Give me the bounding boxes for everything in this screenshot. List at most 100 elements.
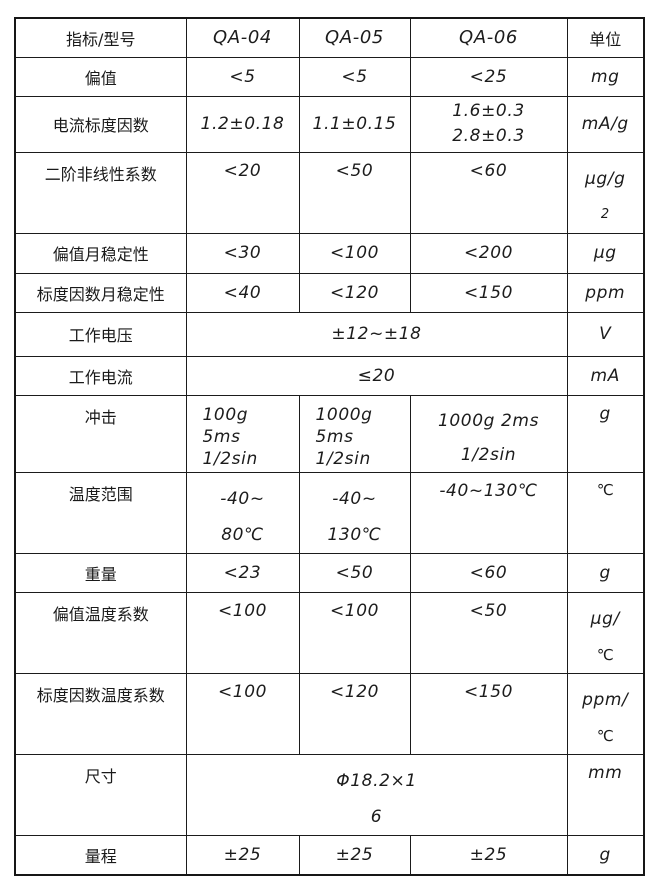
header-model-qa05: QA-05 xyxy=(298,17,411,58)
value-cell: 100g 5ms 1/2sin xyxy=(185,394,300,473)
spec-label-cell: 偏值温度系数 xyxy=(14,591,187,674)
value-cell: ±25 xyxy=(409,834,568,876)
value-cell: 1.1±0.15 xyxy=(298,95,411,153)
value-line: 1.6±0.3 xyxy=(452,101,525,121)
value-line: 6 xyxy=(370,806,383,827)
value-line: 2.8±0.3 xyxy=(452,126,525,146)
merged-value-cell: Φ18.2×1 6 xyxy=(185,753,568,836)
value-cell: 1.6±0.3 2.8±0.3 xyxy=(409,95,568,153)
value-cell: <100 xyxy=(298,591,411,674)
spec-label-cell: 偏值月稳定性 xyxy=(14,232,187,274)
unit-cell: g xyxy=(566,394,645,473)
unit-cell: ℃ xyxy=(566,471,645,554)
unit-cell: μg/ ℃ xyxy=(566,591,645,674)
value-cell: -40~ 130℃ xyxy=(298,471,411,554)
row-operating-current: 工作电流 ≤20 mA xyxy=(14,355,645,396)
value-cell: <150 xyxy=(409,272,568,313)
spec-label-cell: 冲击 xyxy=(14,394,187,473)
value-line: 130℃ xyxy=(327,524,382,545)
unit-line: 2 xyxy=(600,206,610,222)
spec-label-cell: 温度范围 xyxy=(14,471,187,554)
value-line: 1/2sin xyxy=(202,448,258,469)
value-cell: <20 xyxy=(185,151,300,234)
row-bias: 偏值 <5 <5 <25 mg xyxy=(14,56,645,97)
table-header-row: 指标/型号 QA-04 QA-05 QA-06 单位 xyxy=(14,17,645,58)
spec-label-cell: 偏值 xyxy=(14,56,187,97)
spec-label-cell: 电流标度因数 xyxy=(14,95,187,153)
value-line: 1000g xyxy=(315,404,373,425)
value-cell: <150 xyxy=(409,672,568,755)
spec-label-cell: 标度因数月稳定性 xyxy=(14,272,187,313)
value-cell: <40 xyxy=(185,272,300,313)
spec-label-cell: 标度因数温度系数 xyxy=(14,672,187,755)
value-cell: <50 xyxy=(409,591,568,674)
value-cell: <5 xyxy=(298,56,411,97)
row-measurement-range: 量程 ±25 ±25 ±25 g xyxy=(14,834,645,876)
row-current-scale-factor: 电流标度因数 1.2±0.18 1.1±0.15 1.6±0.3 2.8±0.3… xyxy=(14,95,645,153)
row-operating-voltage: 工作电压 ±12~±18 V xyxy=(14,311,645,357)
unit-cell: ppm xyxy=(566,272,645,313)
value-cell: <100 xyxy=(185,591,300,674)
value-cell: <50 xyxy=(298,552,411,593)
row-dimensions: 尺寸 Φ18.2×1 6 mm xyxy=(14,753,645,836)
value-line: 100g xyxy=(202,404,249,425)
row-bias-temperature-coefficient: 偏值温度系数 <100 <100 <50 μg/ ℃ xyxy=(14,591,645,674)
row-weight: 重量 <23 <50 <60 g xyxy=(14,552,645,593)
unit-cell: mA/g xyxy=(566,95,645,153)
value-line: Φ18.2×1 xyxy=(336,770,417,791)
spec-label-cell: 工作电压 xyxy=(14,311,187,357)
unit-cell: μg/g 2 xyxy=(566,151,645,234)
row-temperature-range: 温度范围 -40~ 80℃ -40~ 130℃ -40~130℃ ℃ xyxy=(14,471,645,554)
value-cell: 1000g 2ms 1/2sin xyxy=(409,394,568,473)
row-second-order-nonlinearity: 二阶非线性系数 <20 <50 <60 μg/g 2 xyxy=(14,151,645,234)
merged-value-cell: ±12~±18 xyxy=(185,311,568,357)
value-cell: <23 xyxy=(185,552,300,593)
value-line: -40~ xyxy=(332,488,377,509)
value-cell: <50 xyxy=(298,151,411,234)
value-line: 1000g 2ms xyxy=(437,410,540,431)
value-cell: <25 xyxy=(409,56,568,97)
value-line: 80℃ xyxy=(221,524,264,545)
spec-label-cell: 尺寸 xyxy=(14,753,187,836)
value-line: 5ms xyxy=(202,426,241,447)
value-line: 1/2sin xyxy=(460,444,517,465)
value-cell: <100 xyxy=(185,672,300,755)
unit-cell: mA xyxy=(566,355,645,396)
unit-line: ℃ xyxy=(596,726,614,745)
unit-line: μg/ xyxy=(590,608,620,629)
value-cell: <120 xyxy=(298,272,411,313)
value-cell: <60 xyxy=(409,552,568,593)
value-cell: 1000g 5ms 1/2sin xyxy=(298,394,411,473)
unit-line: ℃ xyxy=(596,645,614,664)
value-cell: -40~130℃ xyxy=(409,471,568,554)
row-bias-monthly-stability: 偏值月稳定性 <30 <100 <200 μg xyxy=(14,232,645,274)
unit-line: μg/g xyxy=(584,168,626,189)
value-line: -40~ xyxy=(220,488,265,509)
unit-cell: mm xyxy=(566,753,645,836)
unit-cell: ppm/ ℃ xyxy=(566,672,645,755)
unit-cell: mg xyxy=(566,56,645,97)
value-cell: -40~ 80℃ xyxy=(185,471,300,554)
row-scale-factor-temperature-coefficient: 标度因数温度系数 <100 <120 <150 ppm/ ℃ xyxy=(14,672,645,755)
value-cell: <5 xyxy=(185,56,300,97)
row-scale-factor-monthly-stability: 标度因数月稳定性 <40 <120 <150 ppm xyxy=(14,272,645,313)
value-cell: 1.2±0.18 xyxy=(185,95,300,153)
row-shock: 冲击 100g 5ms 1/2sin 1000g 5ms 1/2sin 1000… xyxy=(14,394,645,473)
unit-cell: V xyxy=(566,311,645,357)
value-line: 5ms xyxy=(315,426,354,447)
value-cell: <120 xyxy=(298,672,411,755)
spec-label-cell: 重量 xyxy=(14,552,187,593)
value-line: 1/2sin xyxy=(315,448,371,469)
spec-label-cell: 工作电流 xyxy=(14,355,187,396)
header-model-qa06: QA-06 xyxy=(409,17,568,58)
value-cell: <200 xyxy=(409,232,568,274)
unit-cell: g xyxy=(566,552,645,593)
spec-label-cell: 二阶非线性系数 xyxy=(14,151,187,234)
unit-cell: g xyxy=(566,834,645,876)
unit-line: ppm/ xyxy=(582,689,629,710)
spec-table: 指标/型号 QA-04 QA-05 QA-06 单位 偏值 <5 <5 <25 … xyxy=(14,17,645,876)
value-cell: <60 xyxy=(409,151,568,234)
value-cell: ±25 xyxy=(185,834,300,876)
unit-cell: μg xyxy=(566,232,645,274)
value-cell: <100 xyxy=(298,232,411,274)
